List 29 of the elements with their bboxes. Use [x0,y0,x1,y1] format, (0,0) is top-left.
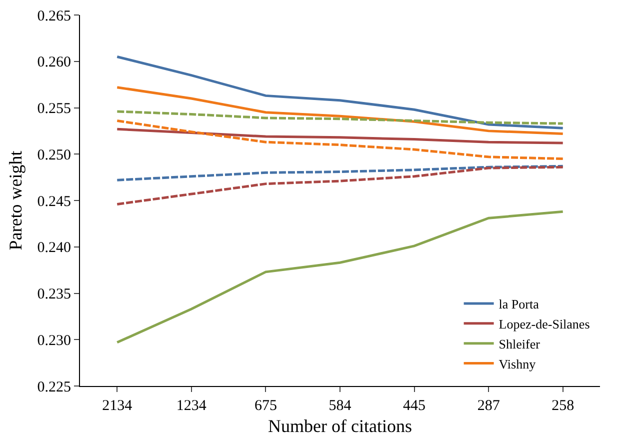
y-tick-label: 0.245 [37,194,71,210]
y-tick-label: 0.250 [37,147,71,164]
y-axis-title: Pareto weight [5,150,26,250]
x-tick-label: 2134 [102,398,133,414]
x-tick-label: 445 [403,398,426,414]
legend-label: la Porta [498,296,540,312]
y-tick-label: 0.260 [37,54,71,71]
line-series [116,110,564,125]
x-tick-label: 675 [254,398,277,414]
line-series [116,166,564,206]
y-tick-label: 0.240 [37,240,71,256]
line-series [116,55,564,130]
x-tick-label: 1234 [176,398,207,414]
y-tick-label: 0.255 [37,101,71,117]
line-series [116,128,564,144]
x-tick-label: 584 [328,398,352,414]
x-tick-label: 258 [552,398,574,414]
y-tick-label: 0.225 [37,379,71,396]
y-tick-label: 0.230 [37,332,71,349]
y-tick-label: 0.265 [37,8,71,24]
legend-label: Vishny [498,356,536,372]
legend-label: Lopez-de-Silanes [498,316,590,332]
legend-label: Shleifer [498,336,541,352]
line-series [116,119,564,160]
x-axis-title: Number of citations [268,416,412,436]
x-tick-label: 287 [477,398,500,414]
y-tick-label: 0.235 [37,286,71,302]
line-series [116,164,564,182]
line-series [116,86,564,135]
